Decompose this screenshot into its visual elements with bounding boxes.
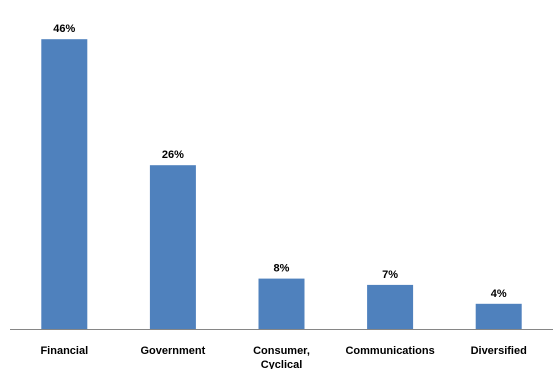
value-labels-group: 46% 26% 8% 7% 4% [53,23,507,300]
value-label-consumer-cyclical: 8% [274,263,290,275]
value-label-financial: 46% [53,23,75,35]
bar-consumer-cyclical [258,278,305,329]
bar-government [149,165,196,329]
category-label-government: Government [141,345,206,357]
bar-financial [41,39,88,329]
category-label-diversified: Diversified [471,345,527,357]
category-labels-group: Financial Government Consumer, Cyclical Comm… [40,345,526,369]
value-label-communications: 7% [382,269,398,281]
bar-communications [367,284,414,329]
category-label-financial: Financial [40,345,88,357]
value-label-diversified: 4% [491,288,507,300]
category-label-communications: Communications [345,345,434,357]
value-label-government: 26% [162,149,184,161]
bars-group [41,39,522,329]
category-label-consumer-cyclical: Consumer, Cyclical [253,345,310,369]
bar-diversified [475,303,522,329]
